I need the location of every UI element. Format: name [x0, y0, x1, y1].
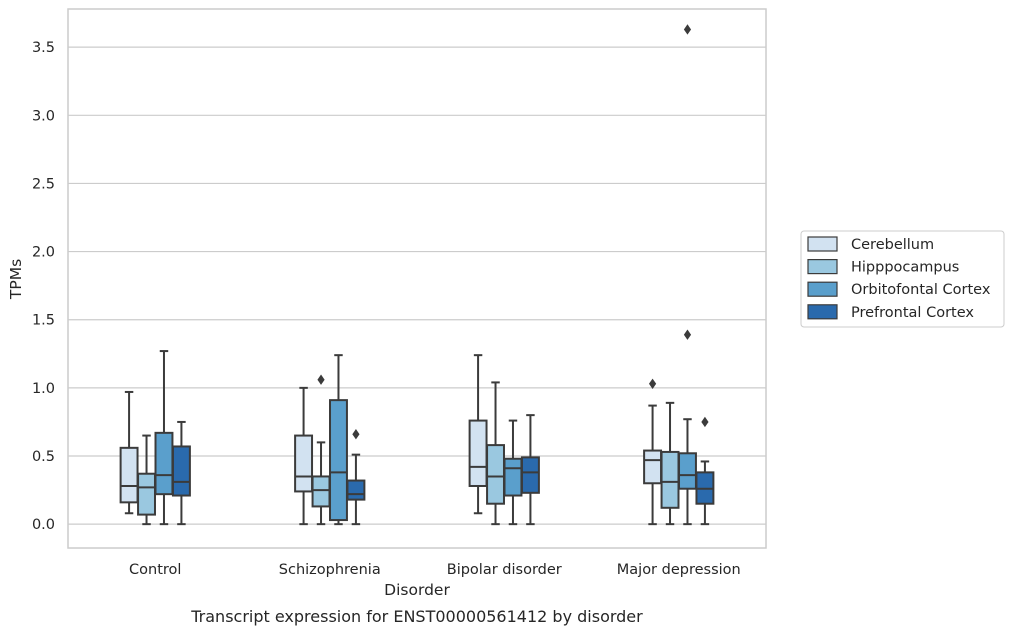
- box-group: [346, 429, 366, 526]
- x-tick-labels: Control Schizophrenia Bipolar disorder Majo…: [129, 562, 741, 578]
- y-tick-label: 3.0: [32, 108, 55, 124]
- x-tick-label: Bipolar disorder: [447, 562, 562, 578]
- box-group: [503, 419, 523, 526]
- box-group: [678, 24, 697, 526]
- box-iqr: [660, 450, 680, 509]
- box-iqr: [311, 475, 331, 508]
- y-tick-label: 0.0: [32, 517, 55, 533]
- box-iqr: [346, 479, 366, 501]
- outlier-point: [352, 429, 360, 440]
- y-tick-label: 2.5: [32, 176, 55, 192]
- legend-label: Hipppocampus: [851, 260, 959, 276]
- box-iqr: [678, 452, 697, 490]
- box-group: [171, 420, 191, 526]
- legend: Cerebellum Hipppocampus Orbitofontal Corte…: [800, 230, 1005, 328]
- y-tick-label: 3.5: [32, 40, 55, 56]
- legend-label: Orbitofontal Cortex: [851, 282, 991, 298]
- box-group: [695, 416, 715, 526]
- plot-frame: [67, 8, 767, 549]
- y-tick-label: 1.5: [32, 313, 55, 329]
- legend-label: Cerebellum: [851, 237, 934, 253]
- outlier-point: [683, 24, 692, 35]
- box-iqr: [329, 399, 348, 522]
- y-tick-label: 1.0: [32, 381, 55, 397]
- box-group: [294, 386, 314, 526]
- legend-swatch: [807, 304, 838, 320]
- box-group: [119, 390, 139, 515]
- y-axis-label: TPMs: [7, 259, 25, 300]
- box-group: [520, 414, 540, 526]
- box-iqr: [468, 419, 488, 487]
- x-axis-label: Disorder: [384, 581, 450, 599]
- x-tick-label: Control: [129, 562, 181, 578]
- box-iqr: [503, 457, 523, 497]
- box-group: [468, 354, 488, 515]
- legend-label: Prefrontal Cortex: [851, 305, 974, 321]
- box-group: [329, 354, 348, 526]
- legend-swatch: [807, 236, 838, 252]
- x-tick-label: Schizophrenia: [279, 562, 381, 578]
- chart-caption: Transcript expression for ENST0000056141…: [190, 607, 643, 626]
- y-tick-label: 0.5: [32, 449, 55, 465]
- box-group: [154, 350, 174, 526]
- outlier-point: [683, 329, 692, 340]
- y-tick-labels: 0.0 0.5 1.0 1.5 2.0 2.5 3.0 3.5: [32, 40, 55, 533]
- box-group: [486, 381, 505, 526]
- box-iqr: [294, 434, 314, 493]
- box-iqr: [171, 445, 191, 497]
- box-iqr: [520, 456, 540, 494]
- legend-frame: [800, 230, 1005, 328]
- legend-swatch: [807, 281, 838, 297]
- outlier-point: [317, 374, 325, 385]
- box-group: [137, 434, 156, 526]
- box-iqr: [643, 449, 663, 485]
- boxes: [119, 24, 715, 526]
- box-iqr: [486, 444, 505, 505]
- box-iqr: [119, 446, 139, 504]
- outlier-point: [648, 378, 657, 389]
- box-iqr: [137, 472, 156, 516]
- outlier-point: [701, 416, 709, 428]
- box-iqr: [154, 431, 174, 496]
- y-tick-label: 2.0: [32, 245, 55, 261]
- legend-swatch: [807, 259, 838, 275]
- x-tick-label: Major depression: [617, 562, 741, 578]
